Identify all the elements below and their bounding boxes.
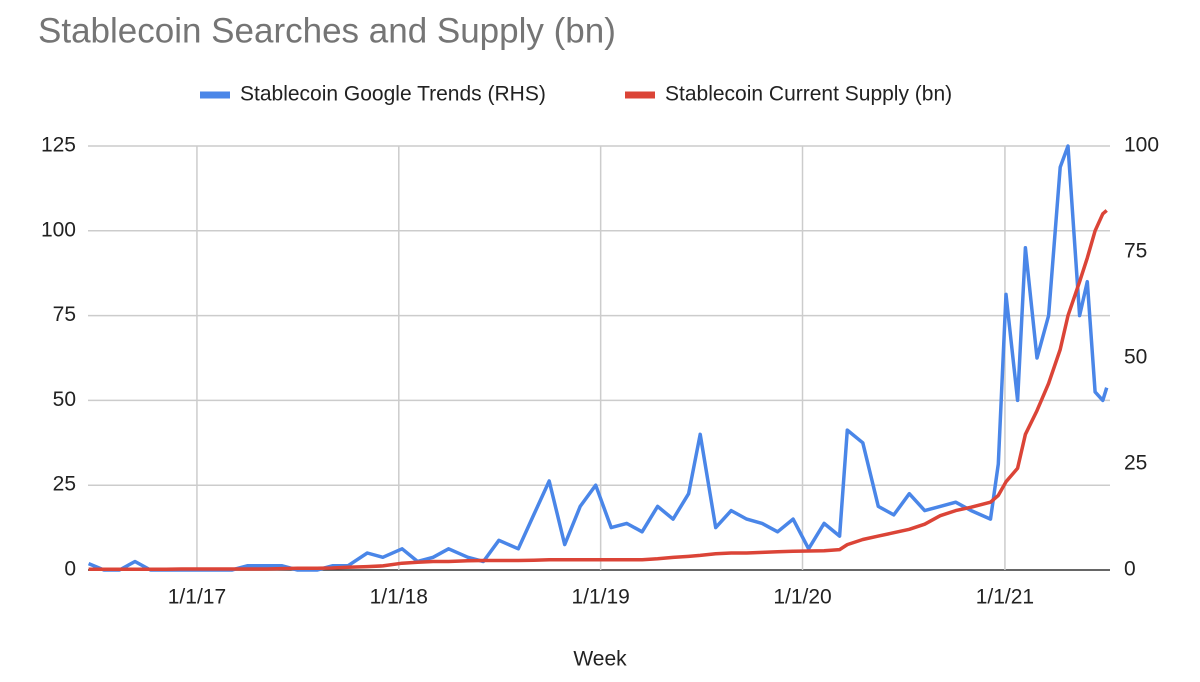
chart-title: Stablecoin Searches and Supply (bn) — [38, 11, 616, 50]
x-tick-label: 1/1/17 — [168, 586, 226, 609]
y2-tick-label: 0 — [1124, 558, 1136, 581]
y-tick-label: 50 — [53, 388, 76, 411]
y-tick-label: 75 — [53, 303, 76, 326]
x-tick-label: 1/1/18 — [370, 586, 428, 609]
series-line — [87, 144, 1109, 572]
legend-label: Stablecoin Google Trends (RHS) — [240, 83, 546, 106]
y-tick-label: 25 — [53, 473, 76, 496]
y-tick-label: 100 — [41, 218, 76, 241]
x-tick-label: 1/1/20 — [773, 586, 831, 609]
y2-tick-label: 75 — [1124, 240, 1147, 263]
y-tick-label: 0 — [64, 558, 76, 581]
x-axis-label: Week — [573, 648, 627, 671]
series-line — [88, 209, 1108, 572]
y-tick-label: 125 — [41, 134, 76, 157]
x-tick-label: 1/1/19 — [571, 586, 629, 609]
y2-tick-label: 50 — [1124, 346, 1147, 369]
y2-tick-label: 25 — [1124, 452, 1147, 475]
legend-label: Stablecoin Current Supply (bn) — [665, 83, 952, 106]
x-tick-label: 1/1/21 — [976, 586, 1034, 609]
y2-tick-label: 100 — [1124, 134, 1159, 157]
